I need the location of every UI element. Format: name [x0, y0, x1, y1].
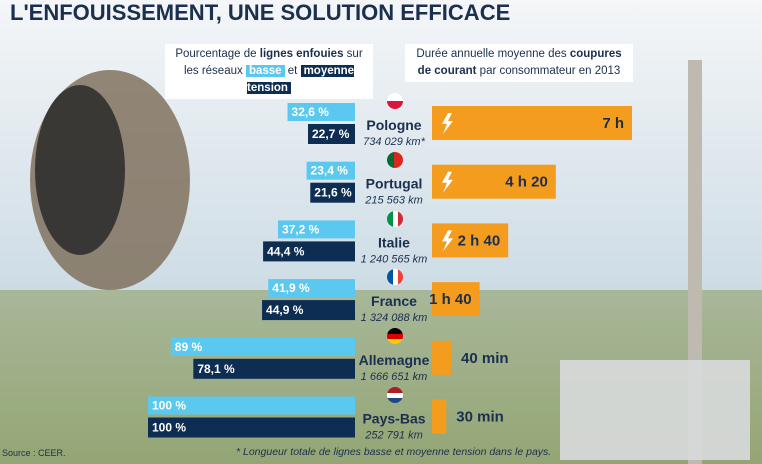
outage-bar	[432, 164, 556, 199]
bar	[277, 220, 355, 239]
header-text: Pourcentage de	[175, 48, 257, 60]
value-label: 44,9 %	[266, 303, 304, 317]
country-name: France	[371, 293, 417, 309]
bar	[148, 396, 355, 415]
network-length: 215 563 km	[364, 195, 422, 207]
bar	[306, 161, 355, 180]
lightning-icon	[442, 230, 453, 252]
country-name: Portugal	[366, 176, 423, 192]
footnote: * Longueur totale de lignes basse et moy…	[236, 446, 551, 458]
value-label: 41,9 %	[272, 281, 310, 295]
outage-label: 40 min	[461, 350, 509, 367]
value-label: 21,6 %	[314, 186, 352, 200]
value-label: 100 %	[152, 421, 186, 435]
country-name: Pologne	[366, 117, 421, 133]
outage-bar	[432, 399, 447, 434]
toolbox	[560, 360, 750, 460]
left-header: Pourcentage de lignes enfouies sur les r…	[165, 44, 373, 99]
right-header: Durée annuelle moyenne des coupures de c…	[405, 44, 633, 82]
network-length: 1 240 565 km	[361, 253, 428, 265]
bar	[268, 279, 355, 298]
header-text: par consommateur en 2013	[479, 65, 621, 77]
header-text: sur les réseaux	[183, 48, 363, 77]
header-bold: lignes enfouies	[259, 48, 344, 60]
bar	[263, 241, 355, 262]
outage-label: 2 h 40	[458, 232, 501, 249]
country-name: Pays-Bas	[362, 411, 425, 427]
value-label: 23,4 %	[311, 164, 349, 178]
value-label: 32,6 %	[292, 105, 330, 119]
network-length: 252 791 km	[364, 430, 422, 442]
outage-label: 4 h 20	[505, 174, 548, 191]
value-label: 22,7 %	[312, 127, 350, 141]
bar	[308, 124, 355, 144]
network-length: 1 666 651 km	[361, 371, 428, 383]
header-text: Durée annuelle moyenne des	[416, 48, 567, 60]
header-bold: coupures de courant	[417, 48, 622, 77]
outage-bar	[432, 106, 632, 140]
outage-bar	[432, 282, 480, 317]
outage-bar	[432, 340, 452, 375]
bar	[287, 103, 355, 121]
value-label: 89 %	[175, 340, 203, 354]
value-label: 78,1 %	[197, 362, 235, 376]
header-text: et	[287, 65, 298, 77]
network-length: 1 324 088 km	[361, 312, 428, 324]
outage-label: 7 h	[602, 115, 624, 132]
network-length: 734 029 km*	[363, 136, 425, 148]
lightning-icon	[442, 171, 453, 193]
source: Source : CEER.	[2, 448, 66, 458]
outage-label: 1 h 40	[429, 291, 472, 308]
country-name: Italie	[378, 234, 410, 250]
value-label: 100 %	[152, 399, 186, 413]
chart-title: L'ENFOUISSEMENT, UNE SOLUTION EFFICACE	[10, 0, 510, 25]
cable	[35, 85, 125, 255]
bar	[262, 300, 355, 321]
legend-basse: basse	[245, 65, 285, 77]
bar	[170, 337, 355, 356]
value-label: 37,2 %	[282, 222, 320, 236]
bar	[148, 417, 355, 438]
bar	[310, 182, 355, 203]
flags	[387, 93, 403, 403]
lightning-icon	[442, 113, 453, 134]
bar	[193, 358, 355, 379]
value-label: 44,4 %	[267, 244, 305, 258]
outage-label: 30 min	[456, 409, 504, 426]
country-name: Allemagne	[359, 352, 430, 368]
